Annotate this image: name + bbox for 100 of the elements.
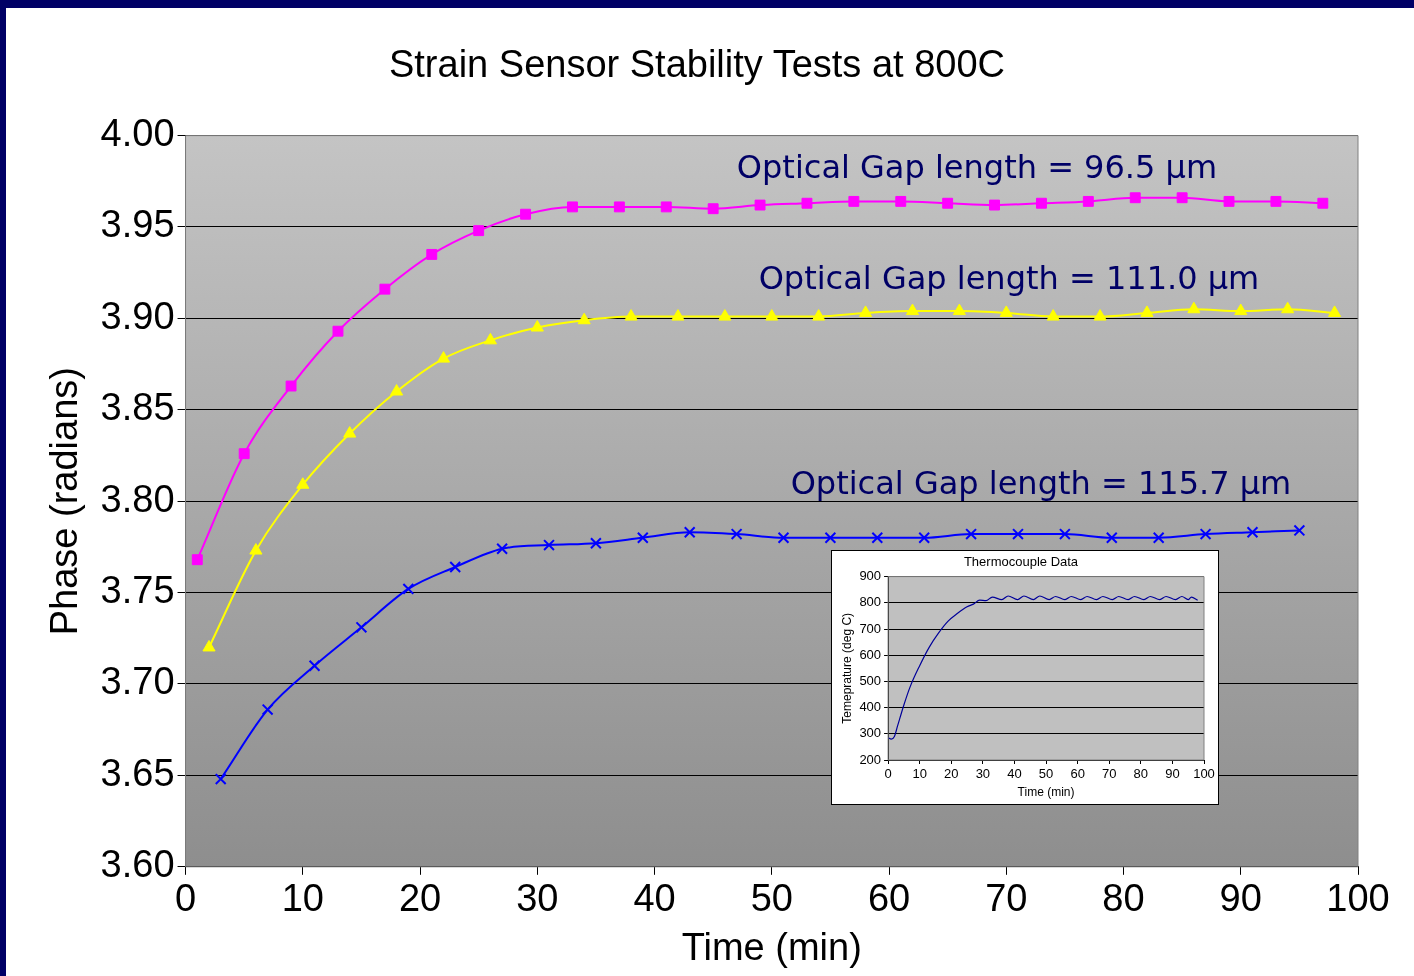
- y-tick-label: 400: [859, 699, 882, 715]
- point: [1281, 301, 1295, 314]
- point: [1082, 195, 1094, 207]
- x-axis-title: Time (min): [681, 925, 862, 968]
- point: [202, 639, 216, 652]
- point: [249, 543, 263, 555]
- point: [812, 309, 826, 321]
- y-tick-label: 3.75: [100, 569, 175, 612]
- point: [1105, 531, 1118, 544]
- y-tick-label: 3.95: [100, 203, 175, 246]
- series-label: Optical Gap length = 96.5 µm: [736, 147, 1218, 186]
- point: [859, 305, 873, 317]
- point: [308, 659, 321, 672]
- y-tick-label: 4.00: [100, 112, 175, 155]
- x-tick-label: 80: [1102, 877, 1145, 920]
- x-tick-label: 30: [516, 877, 559, 920]
- y-axis-title: Phase (radians): [43, 367, 86, 636]
- y-tick-label: 500: [859, 672, 882, 688]
- y-tick-label: 700: [859, 620, 882, 636]
- y-tick-label: 300: [859, 725, 882, 741]
- point: [730, 528, 743, 541]
- point: [1152, 531, 1165, 544]
- y-axis-title: Temeprature (deg C): [839, 612, 854, 724]
- point: [1140, 305, 1154, 317]
- x-tick-label: 40: [1007, 766, 1022, 782]
- chart-title: Thermocouple Data: [963, 554, 1079, 570]
- point: [952, 303, 966, 316]
- point: [436, 351, 451, 363]
- x-tick-label: 100: [1193, 766, 1215, 782]
- y-tick-label: 800: [859, 594, 882, 610]
- point: [718, 309, 732, 321]
- point: [636, 531, 649, 544]
- point: [402, 582, 415, 595]
- x-tick-label: 40: [633, 877, 676, 920]
- point: [765, 309, 779, 321]
- point: [1176, 192, 1188, 204]
- y-tick-label: 3.60: [100, 843, 175, 886]
- point: [426, 248, 438, 260]
- point: [965, 528, 978, 541]
- point: [754, 199, 766, 211]
- point: [343, 426, 357, 438]
- y-tick-label: 600: [859, 646, 882, 662]
- point: [483, 332, 497, 345]
- point: [379, 283, 391, 295]
- point: [671, 309, 685, 321]
- point: [577, 312, 591, 325]
- point: [1327, 305, 1342, 317]
- point: [390, 384, 404, 396]
- x-tick-label: 100: [1326, 877, 1390, 920]
- x-tick-label: 10: [912, 766, 927, 782]
- x-tick-label: 0: [174, 877, 197, 920]
- point: [1035, 197, 1047, 209]
- series-label: Optical Gap length = 115.7 µm: [790, 464, 1292, 503]
- point: [905, 303, 920, 316]
- point: [660, 201, 672, 213]
- point: [1129, 192, 1141, 204]
- point: [1246, 526, 1259, 539]
- x-tick-label: 90: [1219, 877, 1262, 920]
- x-tick-label: 10: [281, 877, 324, 920]
- point: [530, 320, 544, 332]
- point: [1223, 195, 1235, 207]
- point: [624, 309, 638, 321]
- x-tick-label: 70: [985, 877, 1028, 920]
- point: [567, 201, 578, 213]
- point: [777, 531, 790, 544]
- point: [1058, 528, 1071, 541]
- point: [285, 380, 297, 392]
- point: [520, 208, 532, 220]
- point: [824, 531, 837, 544]
- point: [871, 531, 884, 544]
- x-tick-label: 70: [1101, 766, 1117, 782]
- x-tick-label: 80: [1133, 766, 1149, 782]
- x-tick-label: 20: [944, 766, 959, 782]
- point: [1234, 303, 1248, 316]
- point: [496, 542, 509, 555]
- point: [1187, 301, 1201, 314]
- x-tick-label: 50: [1038, 766, 1054, 782]
- y-tick-label: 3.90: [100, 294, 175, 337]
- point: [1012, 528, 1024, 541]
- point: [1317, 197, 1329, 209]
- point: [449, 561, 462, 573]
- x-tick-label: 0: [884, 766, 892, 782]
- y-tick-label: 900: [859, 568, 882, 584]
- x-tick-label: 20: [398, 877, 442, 920]
- chart-title: Strain Sensor Stability Tests at 800C: [388, 43, 1006, 86]
- x-tick-label: 60: [1070, 766, 1085, 782]
- x-tick-label: 60: [867, 877, 911, 920]
- point: [989, 199, 1000, 211]
- point: [895, 195, 907, 207]
- line-series: [888, 595, 1199, 740]
- point: [1046, 309, 1060, 321]
- point: [238, 448, 250, 460]
- point: [1093, 309, 1107, 321]
- y-tick-label: 3.80: [100, 477, 175, 520]
- y-tick-label: 3.70: [100, 660, 175, 703]
- x-axis-title: Time (min): [1017, 785, 1075, 800]
- point: [999, 305, 1013, 317]
- point: [848, 195, 860, 207]
- point: [191, 554, 203, 566]
- x-tick-label: 30: [975, 766, 991, 782]
